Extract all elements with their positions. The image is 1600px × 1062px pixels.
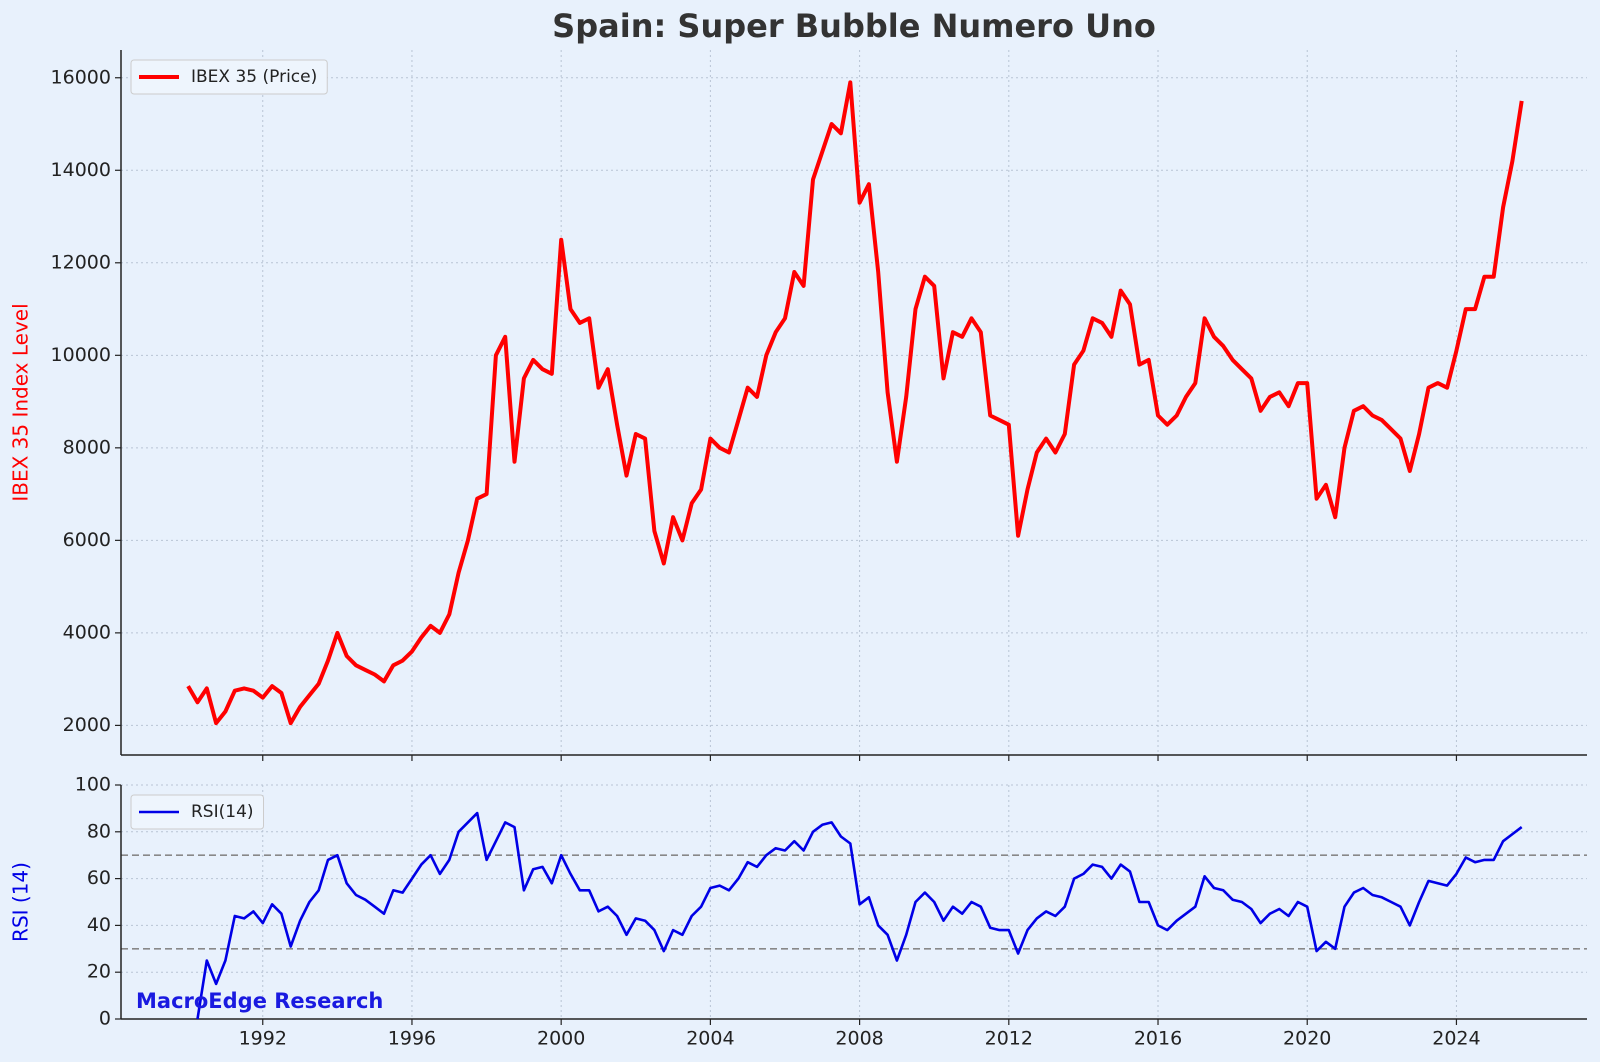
legend-box xyxy=(130,794,265,830)
series-line xyxy=(186,80,1524,726)
y-axis-label: IBEX 35 Index Level xyxy=(9,303,33,501)
y-tick-label: 20 xyxy=(87,961,111,983)
x-tick-label: 2016 xyxy=(1134,1028,1182,1050)
y-tick-label: 80 xyxy=(87,820,111,842)
y-tick-label: 40 xyxy=(87,914,111,936)
chart-title: Spain: Super Bubble Numero Uno xyxy=(552,7,1156,45)
legend-label: IBEX 35 (Price) xyxy=(191,67,317,87)
y-tick-label: 0 xyxy=(99,1008,111,1030)
y-tick-label: 4000 xyxy=(63,621,111,643)
series-line xyxy=(196,811,1523,1020)
y-axis-label: RSI (14) xyxy=(9,862,33,942)
y-tick-label: 8000 xyxy=(63,436,111,458)
x-tick-label: 2012 xyxy=(985,1028,1033,1050)
legend-box xyxy=(130,59,328,95)
x-tick-label: 1996 xyxy=(388,1028,436,1050)
y-tick-label: 14000 xyxy=(51,159,111,181)
legend: RSI(14) xyxy=(130,794,265,830)
y-tick-label: 6000 xyxy=(63,529,111,551)
x-tick-label: 2004 xyxy=(686,1028,734,1050)
x-tick-label: 2008 xyxy=(835,1028,883,1050)
x-tick-label: 1992 xyxy=(239,1028,287,1050)
x-tick-label: 2024 xyxy=(1432,1028,1480,1050)
legend: IBEX 35 (Price) xyxy=(130,59,328,95)
x-tick-label: 2000 xyxy=(537,1028,585,1050)
y-tick-label: 12000 xyxy=(51,251,111,273)
legend-label: RSI(14) xyxy=(191,802,254,822)
y-tick-label: 2000 xyxy=(63,714,111,736)
y-tick-label: 10000 xyxy=(51,344,111,366)
y-tick-label: 16000 xyxy=(51,66,111,88)
x-tick-label: 2020 xyxy=(1283,1028,1331,1050)
annotation: MacroEdge Research xyxy=(136,989,383,1013)
y-tick-label: 100 xyxy=(75,774,111,796)
y-tick-label: 60 xyxy=(87,867,111,889)
